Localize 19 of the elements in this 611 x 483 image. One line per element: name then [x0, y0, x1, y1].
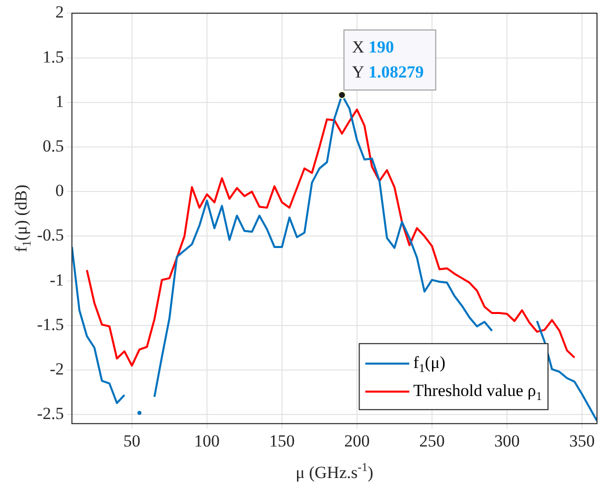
x-tick-label: 200: [344, 431, 370, 450]
y-tick-label: 2: [55, 2, 64, 22]
y-axis-title: f1(μ) (dB): [11, 184, 34, 252]
x-tick-label: 100: [194, 431, 220, 450]
y-tick-label: -0.5: [36, 226, 64, 245]
y-tick-label: 0.5: [42, 136, 64, 156]
y-tick-label: 1.5: [42, 47, 64, 66]
y-tick-label: 1: [55, 92, 64, 111]
y-tick-label: -2.5: [36, 404, 64, 424]
y-tick-label: -2: [50, 360, 64, 379]
x-tick-label: 350: [569, 431, 595, 450]
x-tick-label: 250: [419, 431, 445, 450]
y-tick-label: -1: [50, 270, 64, 290]
y-tick-label: -1.5: [36, 314, 64, 334]
x-tick-label: 150: [269, 431, 295, 450]
annotation: X 190 Y 1.08279: [352, 37, 424, 82]
x-tick-label: 300: [494, 431, 520, 450]
y-tick-label: 0: [55, 181, 64, 200]
x-tick-label: 50: [123, 431, 140, 450]
